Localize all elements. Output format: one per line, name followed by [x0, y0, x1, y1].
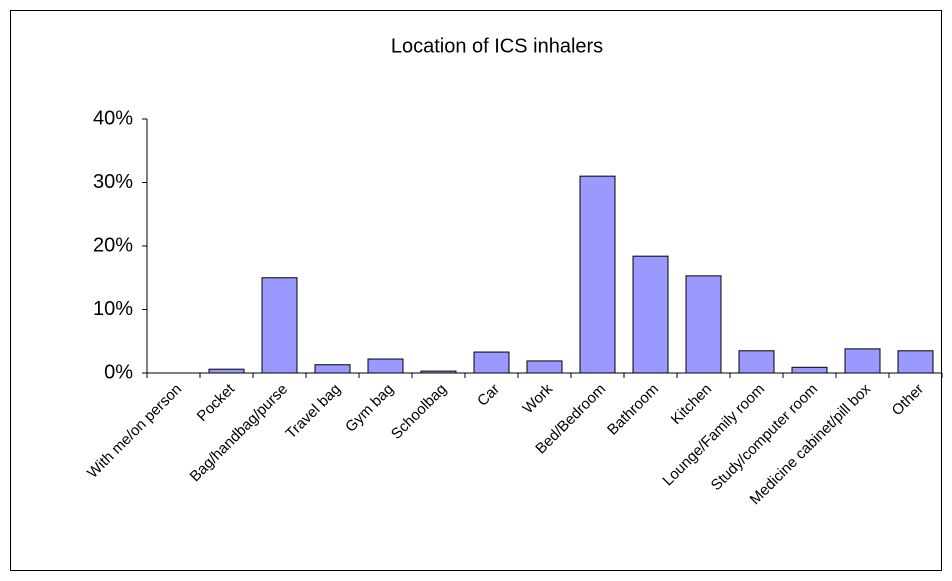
y-tick-label: 0%	[104, 361, 133, 383]
bar	[261, 277, 298, 374]
bar	[844, 348, 881, 374]
bar	[367, 358, 404, 374]
bar	[738, 350, 775, 374]
bar	[473, 351, 510, 374]
bar	[420, 370, 457, 374]
bar	[791, 366, 828, 374]
y-tick-label: 20%	[93, 234, 133, 256]
bar	[526, 360, 563, 374]
bar	[685, 275, 722, 374]
y-tick-label: 30%	[93, 171, 133, 193]
bar	[579, 175, 616, 374]
chart-title: Location of ICS inhalers	[391, 35, 603, 57]
chart-border	[10, 10, 942, 571]
y-tick-label: 40%	[93, 107, 133, 129]
bar	[314, 364, 351, 374]
bar	[208, 368, 245, 374]
bar	[897, 350, 934, 374]
y-tick-label: 10%	[93, 298, 133, 320]
bar	[632, 255, 669, 374]
